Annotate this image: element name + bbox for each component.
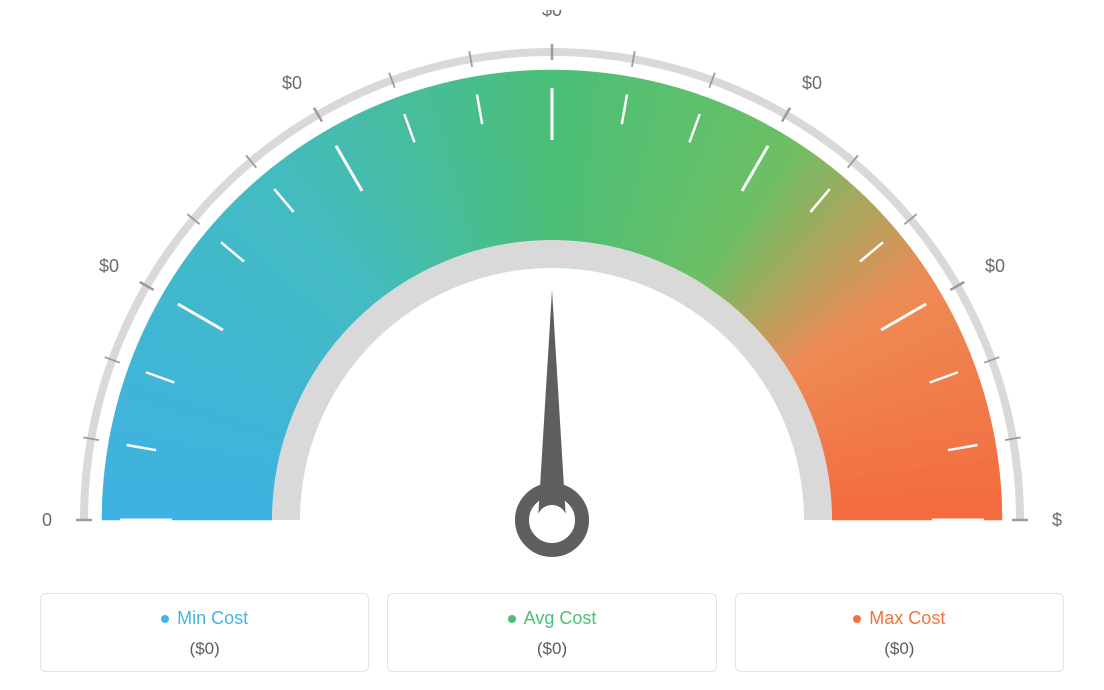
svg-text:$0: $0 <box>282 73 302 93</box>
legend-label-min: Min Cost <box>177 608 248 629</box>
legend-title-avg: Avg Cost <box>508 608 597 629</box>
legend-card-min: Min Cost ($0) <box>40 593 369 672</box>
legend-value-avg: ($0) <box>398 639 705 659</box>
legend-dot-avg <box>508 615 516 623</box>
gauge-chart: $0 $0 $0 $0 $0 $0 $0 <box>42 10 1062 570</box>
legend-row: Min Cost ($0) Avg Cost ($0) Max Cost ($0… <box>40 593 1064 672</box>
svg-text:$0: $0 <box>42 510 52 530</box>
svg-text:$0: $0 <box>542 10 562 20</box>
legend-card-max: Max Cost ($0) <box>735 593 1064 672</box>
svg-text:$0: $0 <box>802 73 822 93</box>
legend-value-min: ($0) <box>51 639 358 659</box>
legend-card-avg: Avg Cost ($0) <box>387 593 716 672</box>
legend-title-min: Min Cost <box>161 608 248 629</box>
legend-label-avg: Avg Cost <box>524 608 597 629</box>
cost-gauge-container: $0 $0 $0 $0 $0 $0 $0 Min Cost ($0) Avg Cost ($… <box>0 0 1104 690</box>
legend-label-max: Max Cost <box>869 608 945 629</box>
legend-value-max: ($0) <box>746 639 1053 659</box>
legend-dot-min <box>161 615 169 623</box>
svg-text:$0: $0 <box>1052 510 1062 530</box>
legend-dot-max <box>853 615 861 623</box>
svg-text:$0: $0 <box>985 256 1005 276</box>
svg-text:$0: $0 <box>99 256 119 276</box>
legend-title-max: Max Cost <box>853 608 945 629</box>
